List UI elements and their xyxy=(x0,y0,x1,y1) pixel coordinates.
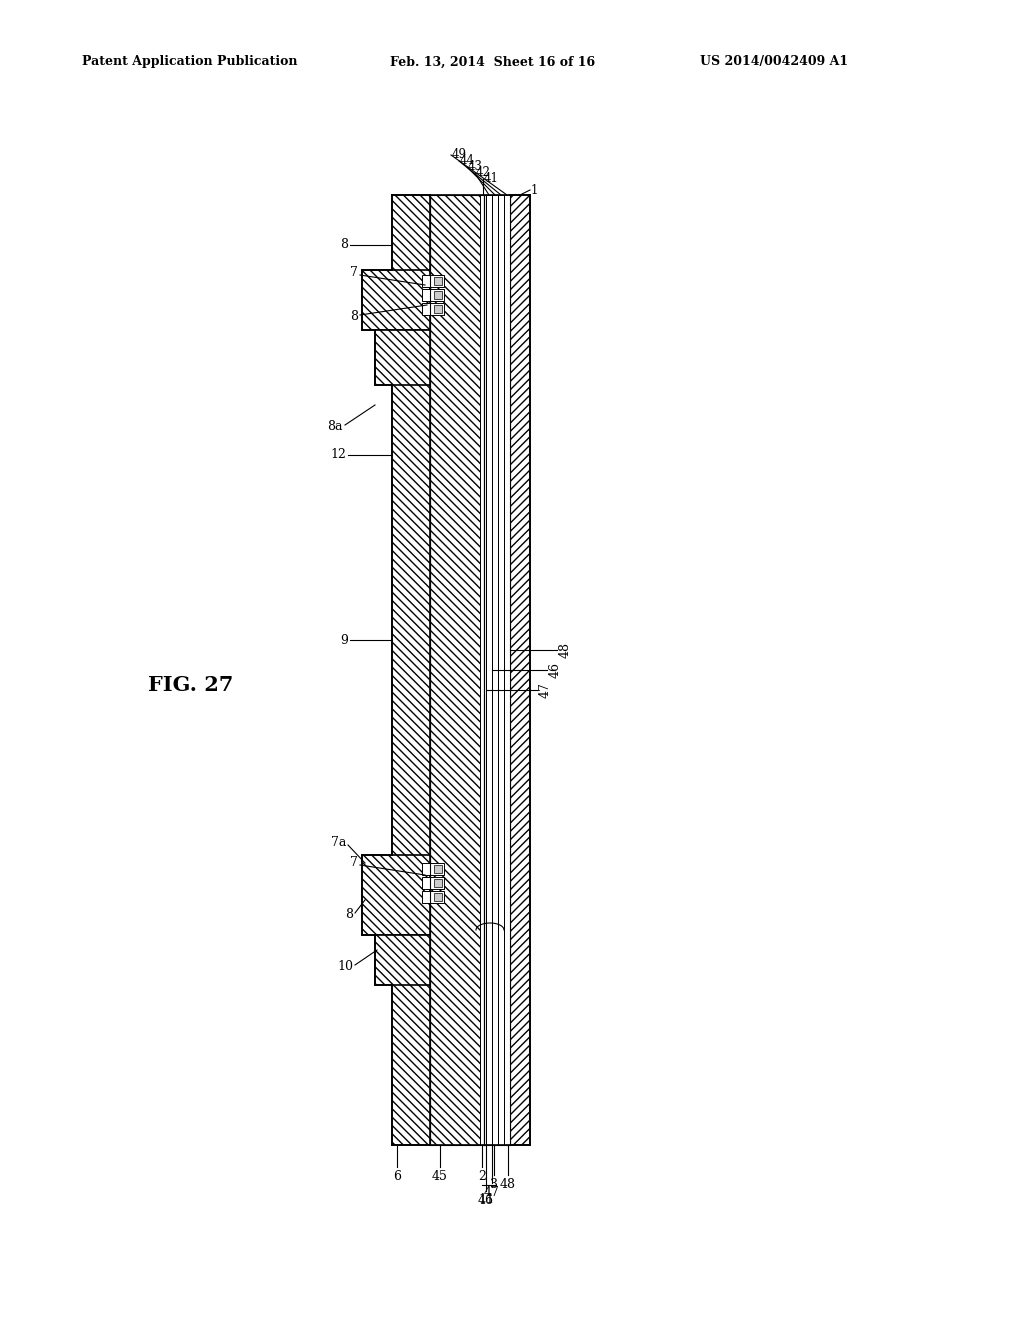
Bar xyxy=(434,290,442,300)
Text: 8: 8 xyxy=(345,908,353,921)
Text: 45: 45 xyxy=(432,1170,447,1183)
Bar xyxy=(434,305,442,313)
Text: 7: 7 xyxy=(350,267,358,280)
Text: Patent Application Publication: Patent Application Publication xyxy=(82,55,298,69)
Bar xyxy=(504,195,510,1144)
Text: 46: 46 xyxy=(478,1195,494,1206)
Text: 10: 10 xyxy=(337,961,353,974)
Text: 1: 1 xyxy=(531,183,539,197)
Text: 3: 3 xyxy=(490,1177,498,1191)
Text: 9: 9 xyxy=(340,634,348,647)
Text: 8a: 8a xyxy=(328,421,343,433)
Bar xyxy=(486,195,492,1144)
Text: FIG. 27: FIG. 27 xyxy=(148,675,233,696)
Bar xyxy=(392,195,430,1144)
Bar xyxy=(375,935,430,985)
Bar xyxy=(422,863,444,875)
Text: 7: 7 xyxy=(350,857,358,870)
Bar xyxy=(422,891,444,903)
Text: 7a: 7a xyxy=(331,837,346,850)
Text: 48: 48 xyxy=(559,642,572,657)
Text: 41: 41 xyxy=(484,173,499,186)
Bar xyxy=(492,195,498,1144)
Bar xyxy=(422,289,444,301)
Text: 48: 48 xyxy=(500,1177,516,1191)
Bar xyxy=(510,195,530,1144)
Bar xyxy=(434,894,442,902)
Text: 2: 2 xyxy=(478,1170,486,1183)
Bar xyxy=(422,275,444,286)
Text: 12: 12 xyxy=(330,449,346,462)
Text: Feb. 13, 2014  Sheet 16 of 16: Feb. 13, 2014 Sheet 16 of 16 xyxy=(390,55,595,69)
Text: 44: 44 xyxy=(460,154,475,168)
Bar xyxy=(422,304,444,315)
Text: 47: 47 xyxy=(539,682,552,698)
Text: 6: 6 xyxy=(393,1170,401,1183)
Bar xyxy=(434,879,442,887)
Bar xyxy=(430,195,484,1144)
Bar xyxy=(422,876,444,888)
Text: US 2014/0042409 A1: US 2014/0042409 A1 xyxy=(700,55,848,69)
Bar xyxy=(434,277,442,285)
Text: 8: 8 xyxy=(340,239,348,252)
Bar xyxy=(362,271,430,330)
Bar xyxy=(498,195,504,1144)
Bar xyxy=(484,195,510,1144)
Text: 47: 47 xyxy=(484,1185,500,1199)
Text: 11: 11 xyxy=(478,1193,494,1206)
Text: 42: 42 xyxy=(476,166,490,180)
Bar xyxy=(480,195,486,1144)
Text: 46: 46 xyxy=(549,663,562,678)
Text: 49: 49 xyxy=(452,149,467,161)
Bar xyxy=(434,865,442,873)
Bar xyxy=(375,330,430,385)
Text: 8: 8 xyxy=(350,310,358,323)
Text: 43: 43 xyxy=(468,161,483,173)
Bar xyxy=(362,855,430,935)
